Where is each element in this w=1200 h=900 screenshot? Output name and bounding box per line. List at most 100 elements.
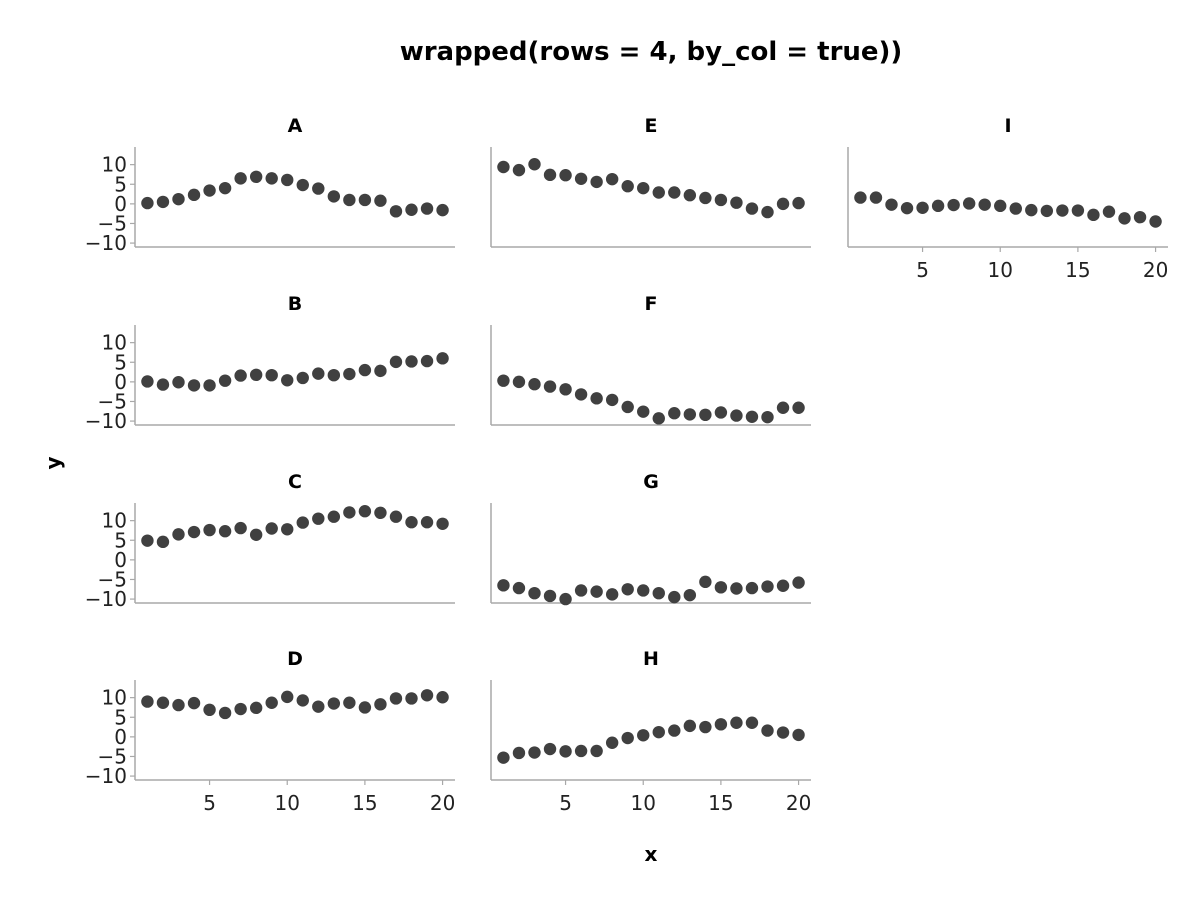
data-point — [885, 198, 898, 211]
data-point — [358, 505, 372, 518]
data-point — [745, 581, 759, 595]
data-point — [358, 363, 372, 377]
x-tick-label: 15 — [708, 791, 733, 815]
y-tick-label: −10 — [85, 409, 127, 433]
data-point — [776, 401, 790, 414]
data-point — [574, 388, 588, 401]
data-point — [683, 719, 697, 733]
x-tick-label: 10 — [275, 791, 300, 815]
data-point — [792, 401, 805, 414]
data-point — [854, 191, 867, 204]
data-point — [436, 352, 449, 365]
y-tick-label: −5 — [98, 567, 127, 591]
data-point — [792, 196, 805, 210]
data-point — [761, 205, 774, 219]
data-point — [497, 751, 510, 764]
data-point — [1087, 208, 1100, 222]
panel-title: F — [645, 293, 658, 315]
x-tick-label: 10 — [988, 258, 1013, 282]
data-point — [281, 690, 294, 704]
y-tick-label: 10 — [102, 331, 127, 355]
panel-title: G — [643, 471, 659, 493]
panel-title: H — [643, 648, 659, 670]
data-point — [528, 746, 541, 759]
panel-title: D — [287, 648, 303, 670]
data-point — [327, 368, 341, 382]
y-tick-label: 0 — [114, 548, 127, 572]
y-tick-label: 0 — [114, 370, 127, 394]
y-tick-label: 5 — [114, 172, 127, 196]
y-tick-label: 10 — [102, 509, 127, 533]
data-point — [730, 409, 743, 422]
data-point — [683, 408, 697, 421]
data-point — [621, 583, 634, 596]
data-point — [574, 172, 588, 185]
panel-e: E — [490, 115, 811, 248]
y-tick-label: −5 — [98, 744, 127, 768]
panel-title: B — [288, 293, 302, 315]
data-point — [714, 193, 728, 207]
data-point — [637, 181, 650, 195]
data-point — [776, 726, 790, 739]
y-axis-label: y — [41, 456, 65, 469]
y-tick-label: −10 — [85, 587, 127, 611]
data-point — [296, 371, 309, 385]
data-point — [296, 178, 309, 192]
y-tick-label: 0 — [114, 192, 127, 216]
data-point — [265, 696, 278, 709]
data-point — [1025, 203, 1038, 217]
data-point — [249, 701, 263, 715]
data-point — [405, 516, 418, 529]
data-point — [420, 689, 434, 702]
data-point — [249, 368, 263, 382]
data-point — [358, 701, 372, 714]
data-point — [605, 393, 619, 407]
data-point — [218, 706, 232, 720]
x-tick-label: 20 — [430, 791, 455, 815]
data-point — [389, 355, 403, 369]
data-point — [312, 700, 325, 713]
data-point — [187, 188, 201, 202]
panel-title: A — [288, 115, 303, 137]
data-point — [265, 522, 278, 535]
data-point — [962, 197, 976, 210]
data-point — [590, 585, 603, 598]
data-point — [668, 590, 681, 604]
data-point — [683, 189, 697, 202]
data-point — [187, 525, 201, 539]
y-tick-label: −5 — [98, 389, 127, 413]
y-tick-label: −10 — [85, 764, 127, 788]
data-point — [281, 523, 294, 536]
panels: A1050−5−10B1050−5−10C1050−5−10D1050−5−10… — [85, 115, 1169, 815]
data-point — [1071, 204, 1085, 217]
data-point — [699, 720, 712, 734]
data-point — [249, 528, 263, 541]
x-axis-label: x — [645, 842, 658, 866]
data-point — [543, 380, 557, 393]
data-point — [296, 694, 309, 707]
data-point — [668, 407, 681, 420]
panel-h: H 5 10 15 20 — [490, 648, 811, 815]
data-point — [172, 528, 185, 541]
data-point — [1102, 205, 1116, 218]
data-point — [156, 378, 170, 391]
data-point — [761, 724, 774, 737]
data-point — [699, 408, 712, 422]
data-point — [343, 696, 356, 709]
y-tick-label: 5 — [114, 705, 127, 729]
data-point — [141, 695, 154, 708]
data-point — [637, 584, 650, 597]
data-point — [234, 369, 247, 382]
data-point — [141, 375, 154, 388]
data-point — [730, 582, 743, 595]
data-point — [668, 186, 681, 199]
x-tick-label: 15 — [1065, 258, 1090, 282]
data-point — [1118, 212, 1131, 225]
x-tick-label: 5 — [203, 791, 216, 815]
data-point — [543, 589, 557, 603]
data-point — [730, 716, 743, 729]
data-point — [978, 198, 991, 211]
data-point — [343, 367, 356, 381]
